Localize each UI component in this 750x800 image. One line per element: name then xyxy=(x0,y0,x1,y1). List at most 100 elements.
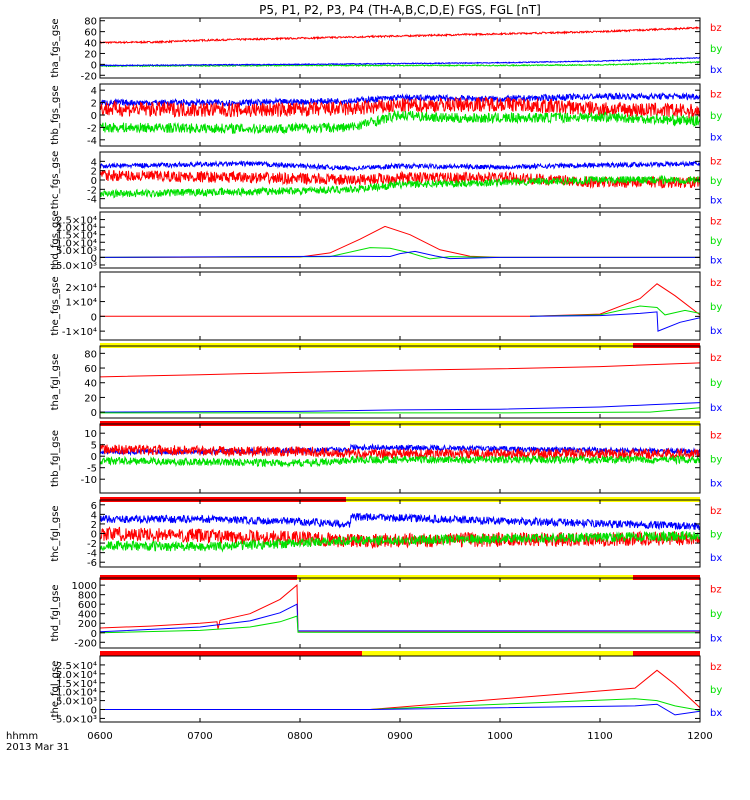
legend-by: by xyxy=(710,609,722,620)
series-bx-the_fgs_gse xyxy=(529,311,700,332)
y-tick-label: -10 xyxy=(81,475,97,486)
legend-bz: bz xyxy=(710,506,722,517)
y-tick-label: 5.0×10³ xyxy=(56,246,97,257)
y-tick-label: 2×10⁴ xyxy=(66,283,97,294)
y-tick-label: 10 xyxy=(84,429,97,440)
panel-thc_fgs_gse: 420-2-4 thc_fgs_gse bz by bx xyxy=(50,151,722,210)
y-tick-label: -6 xyxy=(87,558,97,569)
y-axis-label: thb_fgl_gse xyxy=(50,430,61,487)
y-tick-label: 60 xyxy=(84,364,97,375)
y-tick-label: 80 xyxy=(84,17,97,28)
y-tick-label: 0 xyxy=(91,176,97,187)
legend-by: by xyxy=(710,530,722,541)
panel-frame xyxy=(99,271,701,341)
y-tick-label: 4 xyxy=(91,157,97,168)
y-tick-label: 40 xyxy=(84,379,97,390)
series-by-thb_fgl_gse xyxy=(100,454,700,468)
y-tick-label: 0 xyxy=(91,530,97,541)
y-tick-label: -5.0×10³ xyxy=(52,714,97,725)
status-bar-yellow xyxy=(362,651,633,656)
y-tick-label: 400 xyxy=(78,610,97,621)
y-tick-label: -200 xyxy=(74,638,97,649)
legend-bz: bz xyxy=(710,353,722,364)
y-axis-label: tha_fgs_gse xyxy=(50,18,61,77)
legend-bz: bz xyxy=(710,23,722,34)
y-tick-label: 800 xyxy=(78,591,97,602)
y-axis-label: thd_fgl_gse xyxy=(50,585,61,642)
panel-frame xyxy=(99,577,701,649)
panel-the_fgl_gse: 2.5×10⁴2.0×10⁴1.5×10⁴1.0×10⁴5.0×10³0-5.0… xyxy=(50,655,722,725)
series-by-thb_fgs_gse xyxy=(100,109,700,135)
series-bz-tha_fgl_gse xyxy=(100,362,700,378)
y-axis-label: the_fgl_gse xyxy=(50,661,61,718)
panel-frame xyxy=(99,211,701,269)
y-tick-label: 1000 xyxy=(72,581,97,592)
y-tick-label: -2 xyxy=(87,123,97,134)
y-tick-label: 5.0×10³ xyxy=(56,697,97,708)
y-tick-label: 2 xyxy=(91,520,97,531)
legend-bz: bz xyxy=(710,430,722,441)
legend-by: by xyxy=(710,236,722,247)
y-tick-label: 4 xyxy=(91,510,97,521)
x-tick-label: 1100 xyxy=(587,731,612,742)
y-tick-label: -5.0×10³ xyxy=(52,261,97,272)
y-tick-label: -4 xyxy=(87,549,97,560)
legend-by: by xyxy=(710,44,722,55)
legend-bx: bx xyxy=(710,403,722,414)
series-by-thc_fgl_gse xyxy=(100,530,700,553)
series-bx-thd_fgl_gse xyxy=(100,603,700,633)
legend-bx: bx xyxy=(710,65,722,76)
x-tick-label: 1000 xyxy=(487,731,512,742)
y-tick-label: 5 xyxy=(91,441,97,452)
legend-by: by xyxy=(710,176,722,187)
legend-bx: bx xyxy=(710,479,722,490)
y-axis-label: thc_fgs_gse xyxy=(50,151,61,210)
y-axis-label: thb_fgs_gse xyxy=(50,85,61,144)
legend-bx: bx xyxy=(710,256,722,267)
y-tick-label: 600 xyxy=(78,600,97,611)
y-tick-label: 2 xyxy=(91,167,97,178)
y-tick-label: -2 xyxy=(87,539,97,550)
y-tick-label: 1.0×10⁴ xyxy=(56,238,97,249)
panel-frame xyxy=(99,345,701,419)
legend-bx: bx xyxy=(710,133,722,144)
y-tick-label: 4 xyxy=(91,86,97,97)
y-tick-label: 1.5×10⁴ xyxy=(56,231,97,242)
legend-bx: bx xyxy=(710,196,722,207)
y-tick-label: 0 xyxy=(91,629,97,640)
y-tick-label: 2.5×10⁴ xyxy=(56,216,97,227)
time-unit-label: hhmm xyxy=(6,731,38,742)
y-tick-label: 0 xyxy=(91,253,97,264)
y-tick-label: 80 xyxy=(84,349,97,360)
y-tick-label: 1×10⁴ xyxy=(66,298,97,309)
series-bx-the_fgl_gse xyxy=(100,703,700,716)
series-by-thc_fgs_gse xyxy=(100,174,700,199)
y-tick-label: 0 xyxy=(91,60,97,71)
y-tick-label: 40 xyxy=(84,39,97,50)
y-tick-label: -4 xyxy=(87,136,97,147)
status-bar-red xyxy=(633,651,700,656)
y-tick-label: -4 xyxy=(87,195,97,206)
y-tick-label: -2 xyxy=(87,185,97,196)
panel-thb_fgs_gse: 4 20-2 -4 thb_fgs_gse bz by bx xyxy=(50,83,722,147)
series-bz-thb_fgs_gse xyxy=(100,97,700,119)
y-axis-label: tha_fgl_gse xyxy=(50,354,61,411)
series-bz-tha_fgs_gse xyxy=(100,26,700,45)
x-axis: 0600 0700 0800 0900 1000 1100 1200 xyxy=(87,731,712,742)
panel-thd_fgs_gse: 2.5×10⁴2.0×10⁴1.5×10⁴1.0×10⁴5.0×10³0-5.0… xyxy=(50,210,722,272)
panel-frame xyxy=(99,655,701,723)
y-tick-label: 0 xyxy=(91,706,97,717)
series-bx-tha_fgs_gse xyxy=(100,56,700,67)
y-tick-label: 0 xyxy=(91,452,97,463)
y-tick-label: 0 xyxy=(91,111,97,122)
series-bx-thc_fgl_gse xyxy=(100,512,700,531)
series-bx-tha_fgl_gse xyxy=(100,402,700,413)
y-tick-label: 60 xyxy=(84,28,97,39)
series-bx-thd_fgs_gse xyxy=(100,250,700,260)
legend-bx: bx xyxy=(710,634,722,645)
legend-bz: bz xyxy=(710,662,722,673)
